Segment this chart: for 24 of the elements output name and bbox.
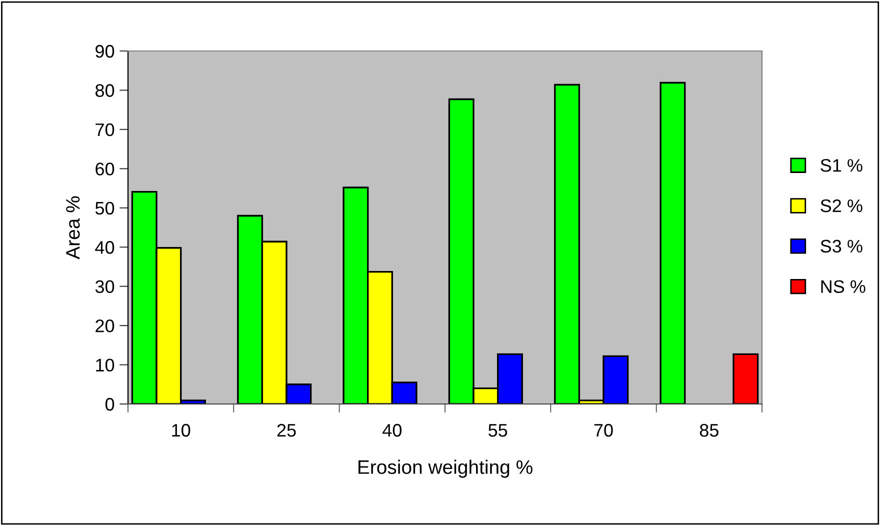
y-tick-label: 60 (96, 162, 114, 176)
y-tick-label: 70 (96, 123, 114, 136)
x-tick-label: 10 (172, 424, 190, 437)
y-tick-label: 20 (96, 319, 114, 332)
bar (660, 82, 686, 404)
y-tick-label: 0 (105, 398, 114, 411)
x-tick-label: 70 (594, 424, 613, 437)
x-tick-label: 40 (382, 424, 402, 437)
x-tick-label: 25 (277, 424, 296, 437)
y-tick-label: 10 (96, 358, 114, 372)
x-tick-label: 55 (488, 424, 508, 437)
y-tick-label: 90 (96, 44, 114, 58)
legend-label: NS % (821, 280, 866, 293)
bar (732, 353, 759, 404)
legend-label: S1 % (820, 159, 862, 172)
y-tick-label: 50 (95, 202, 114, 215)
y-axis-title: Area % (66, 196, 80, 260)
x-axis-title: Erosion weighting % (358, 460, 532, 478)
x-tick-label: 85 (700, 424, 718, 437)
legend-label: S3 % (820, 240, 862, 253)
y-tick-label: 40 (95, 241, 114, 254)
y-tick-label: 30 (95, 280, 114, 294)
legend-label: S2 % (820, 199, 862, 212)
y-tick-label: 80 (96, 84, 114, 97)
